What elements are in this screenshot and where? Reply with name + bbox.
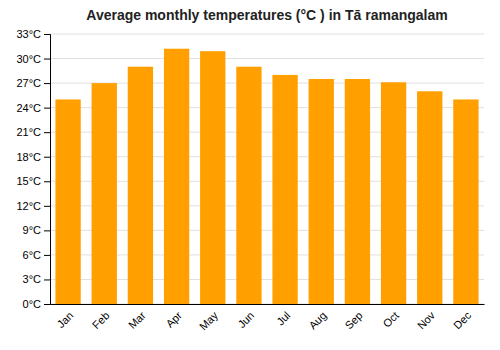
x-tick-label: Mar xyxy=(126,309,148,331)
y-tick: 33°C xyxy=(16,28,50,40)
y-tick: 15°C xyxy=(16,175,50,187)
y-tick: 21°C xyxy=(16,126,50,138)
x-tick-label: Feb xyxy=(90,309,112,331)
x-tick: Nov xyxy=(415,309,438,332)
grid-line xyxy=(50,34,484,35)
y-tick-mark xyxy=(44,108,50,109)
y-tick-label: 6°C xyxy=(23,249,42,261)
y-tick: 9°C xyxy=(23,224,50,236)
y-tick-mark xyxy=(44,34,50,35)
x-tick: Oct xyxy=(380,309,401,330)
y-tick-label: 9°C xyxy=(23,224,42,236)
y-tick-mark xyxy=(44,279,50,280)
y-tick-mark xyxy=(44,157,50,158)
y-tick-mark xyxy=(44,206,50,207)
bars xyxy=(55,49,478,304)
y-tick-label: 0°C xyxy=(23,298,42,310)
chart-title: Average monthly temperatures (°C ) in Tā… xyxy=(86,7,447,23)
x-tick-label: Sep xyxy=(343,309,365,331)
y-tick-label: 3°C xyxy=(23,273,42,285)
chart-container: Jan Feb Mar Apr May Jun Jul Aug Sep Oct Nov Dec 0°C 3… xyxy=(0,0,500,350)
x-tick: Jan xyxy=(54,309,75,330)
y-tick-mark xyxy=(44,132,50,133)
y-tick-label: 27°C xyxy=(16,77,41,89)
y-axis-line xyxy=(44,35,51,305)
y-tick-label: 24°C xyxy=(16,102,41,114)
x-tick: Jun xyxy=(235,309,256,330)
x-tick: Feb xyxy=(90,309,112,331)
x-tick: May xyxy=(197,309,221,333)
y-tick: 18°C xyxy=(16,151,50,163)
x-tick-label: Oct xyxy=(380,309,401,330)
bar xyxy=(236,67,261,304)
y-tick-label: 15°C xyxy=(16,175,41,187)
y-tick-mark xyxy=(44,83,50,84)
x-tick-label: Nov xyxy=(415,309,438,332)
x-tick: Sep xyxy=(343,309,365,331)
x-tick: Jul xyxy=(274,309,292,327)
bar xyxy=(272,75,297,304)
x-tick-label: Dec xyxy=(451,309,474,332)
x-tick-label: Jul xyxy=(274,309,292,327)
x-tick: Dec xyxy=(451,309,474,332)
y-tick-mark xyxy=(44,230,50,231)
y-tick-mark xyxy=(44,304,50,305)
x-tick-label: Jun xyxy=(235,309,256,330)
y-tick: 30°C xyxy=(16,53,50,65)
y-tick-label: 33°C xyxy=(16,28,41,40)
bar xyxy=(92,83,117,304)
bar xyxy=(55,99,80,304)
bar xyxy=(381,82,406,304)
grid xyxy=(50,34,484,304)
y-tick-mark xyxy=(44,59,50,60)
y-tick: 6°C xyxy=(23,249,50,261)
y-tick-label: 18°C xyxy=(16,151,41,163)
grid-line xyxy=(50,58,484,59)
y-axis: 0°C 3°C 6°C 9°C 12°C 15°C 18°C 21°C 24°C 27°C 30°C… xyxy=(16,28,50,310)
y-tick: 12°C xyxy=(16,200,50,212)
bar xyxy=(128,67,153,304)
bar xyxy=(200,51,225,304)
x-axis: Jan Feb Mar Apr May Jun Jul Aug Sep Oct Nov Dec xyxy=(51,305,485,333)
y-tick-label: 21°C xyxy=(16,126,41,138)
y-tick-label: 30°C xyxy=(16,53,41,65)
y-tick-mark xyxy=(44,255,50,256)
bar xyxy=(453,99,478,304)
x-tick-label: May xyxy=(197,309,221,333)
y-tick-label: 12°C xyxy=(16,200,41,212)
x-axis-line xyxy=(51,304,485,305)
bar xyxy=(345,79,370,304)
plot-area: Jan Feb Mar Apr May Jun Jul Aug Sep Oct Nov Dec 0°C 3… xyxy=(16,28,484,332)
x-tick-label: Apr xyxy=(163,309,184,330)
y-tick: 0°C xyxy=(23,298,50,310)
bar xyxy=(309,79,334,304)
x-tick: Aug xyxy=(306,309,328,331)
y-tick-mark xyxy=(44,181,50,182)
y-tick: 27°C xyxy=(16,77,50,89)
x-tick: Apr xyxy=(163,309,184,330)
bar xyxy=(164,49,189,304)
bar xyxy=(417,91,442,304)
x-tick-label: Jan xyxy=(54,309,75,330)
x-tick-label: Aug xyxy=(306,309,328,331)
y-tick: 3°C xyxy=(23,273,50,285)
y-tick: 24°C xyxy=(16,102,50,114)
chart-svg: Jan Feb Mar Apr May Jun Jul Aug Sep Oct Nov Dec 0°C 3… xyxy=(0,0,500,350)
x-tick: Mar xyxy=(126,309,148,331)
